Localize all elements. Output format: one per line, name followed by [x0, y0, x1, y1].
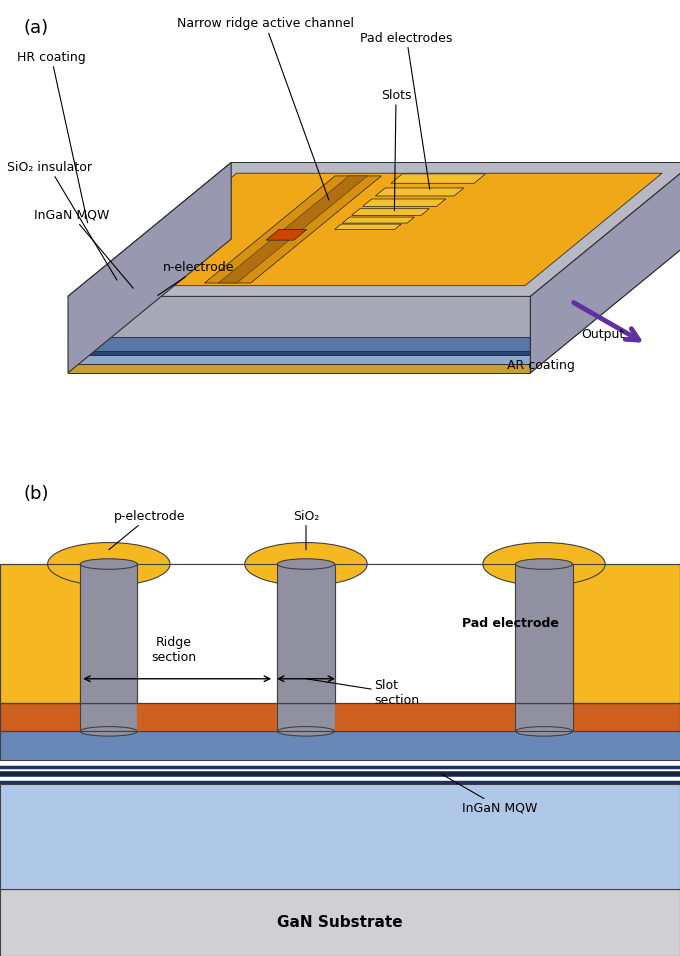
Bar — [137, 564, 277, 703]
Polygon shape — [530, 230, 680, 373]
Text: n-electrode: n-electrode — [158, 261, 235, 295]
Bar — [0, 784, 680, 889]
Text: InGaN MQW: InGaN MQW — [442, 774, 538, 815]
Polygon shape — [362, 199, 445, 206]
Bar — [0, 703, 680, 731]
Polygon shape — [68, 163, 680, 296]
Bar — [277, 562, 335, 703]
Text: AR coating: AR coating — [507, 359, 575, 372]
Ellipse shape — [483, 543, 605, 585]
Text: GaN Substrate: GaN Substrate — [277, 915, 403, 930]
Bar — [277, 564, 335, 703]
Polygon shape — [375, 188, 464, 196]
Polygon shape — [530, 204, 680, 351]
Polygon shape — [68, 163, 231, 373]
Polygon shape — [68, 163, 680, 296]
Bar — [0, 564, 680, 703]
Ellipse shape — [277, 727, 335, 736]
Polygon shape — [266, 229, 307, 240]
Text: SiO₂ insulator: SiO₂ insulator — [7, 161, 117, 280]
Ellipse shape — [245, 543, 367, 585]
Bar — [277, 700, 335, 731]
Text: SiO₂: SiO₂ — [293, 510, 319, 550]
Polygon shape — [68, 337, 530, 351]
Polygon shape — [68, 355, 530, 364]
Polygon shape — [391, 174, 486, 184]
Ellipse shape — [80, 558, 137, 570]
Ellipse shape — [277, 555, 335, 568]
Ellipse shape — [80, 555, 137, 568]
Ellipse shape — [515, 558, 573, 570]
Bar — [0, 703, 680, 731]
Polygon shape — [99, 173, 662, 286]
Polygon shape — [68, 217, 680, 351]
Polygon shape — [335, 224, 401, 229]
Bar — [80, 564, 137, 703]
Ellipse shape — [277, 558, 335, 570]
Polygon shape — [218, 176, 367, 283]
Text: Slot
section: Slot section — [306, 679, 419, 707]
Text: Narrow ridge active channel: Narrow ridge active channel — [177, 17, 354, 200]
Polygon shape — [68, 230, 680, 364]
Polygon shape — [68, 351, 530, 355]
Text: (a): (a) — [24, 19, 49, 37]
Text: Output: Output — [581, 328, 625, 341]
Bar — [515, 564, 573, 703]
Text: Slots: Slots — [381, 89, 411, 210]
Text: Ridge
section: Ridge section — [151, 637, 196, 664]
Bar — [137, 703, 277, 731]
Text: p-electrode: p-electrode — [109, 510, 186, 550]
Polygon shape — [68, 364, 530, 373]
Polygon shape — [530, 221, 680, 364]
Bar — [80, 562, 137, 703]
Polygon shape — [68, 204, 680, 337]
Ellipse shape — [80, 727, 137, 736]
Polygon shape — [205, 176, 381, 283]
Polygon shape — [68, 221, 680, 355]
Polygon shape — [530, 163, 680, 337]
Polygon shape — [530, 163, 680, 373]
Ellipse shape — [515, 555, 573, 568]
Polygon shape — [68, 296, 530, 337]
Bar — [335, 564, 515, 703]
Ellipse shape — [515, 727, 573, 736]
Bar — [0, 564, 680, 703]
Bar — [335, 703, 515, 731]
Polygon shape — [530, 217, 680, 355]
Bar — [0, 889, 680, 956]
Text: HR coating: HR coating — [17, 51, 88, 223]
Bar — [515, 562, 573, 703]
Polygon shape — [352, 208, 429, 215]
Ellipse shape — [48, 543, 170, 585]
Text: (b): (b) — [24, 486, 49, 503]
Bar — [515, 700, 573, 731]
Bar — [80, 700, 137, 731]
Text: InGaN MQW: InGaN MQW — [34, 208, 133, 289]
Text: Pad electrodes: Pad electrodes — [360, 32, 453, 189]
Polygon shape — [342, 217, 414, 223]
Text: Pad electrode: Pad electrode — [462, 618, 559, 630]
Bar — [0, 731, 680, 760]
